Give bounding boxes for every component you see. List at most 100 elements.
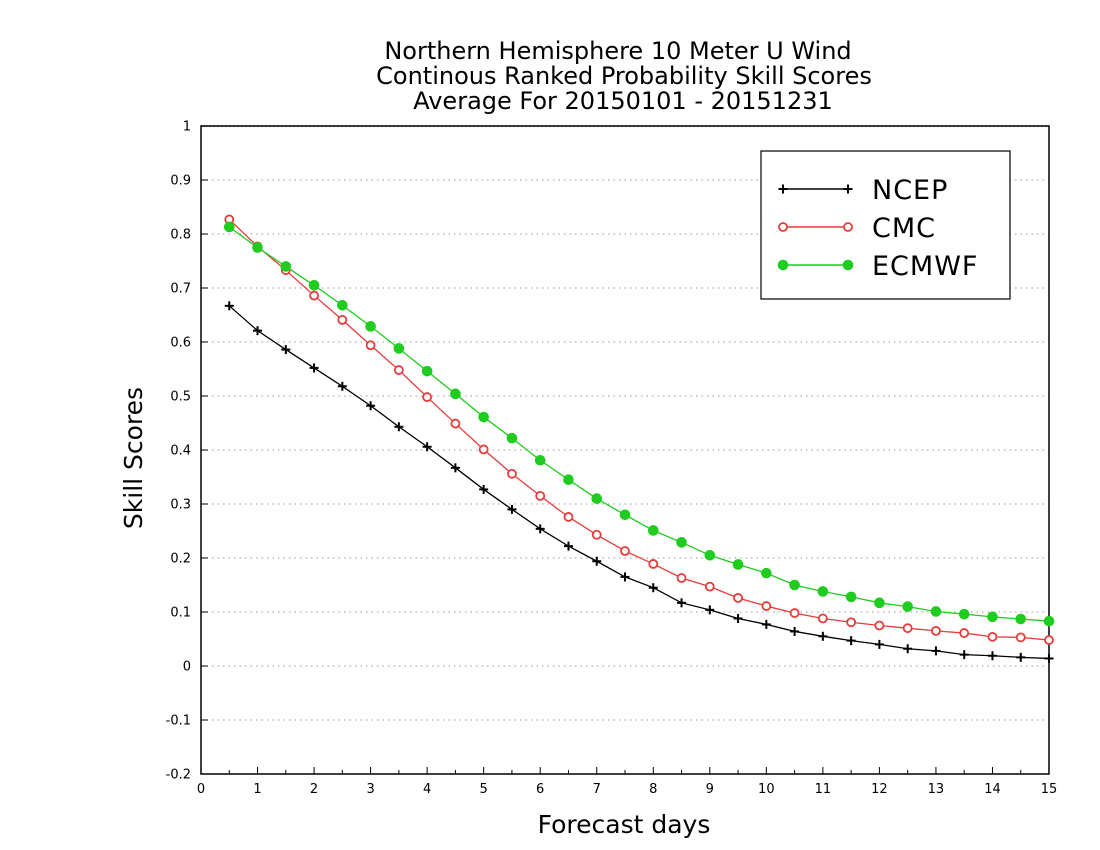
data-point-cmc [337, 314, 348, 325]
data-point-ecmwf [421, 365, 433, 377]
data-point-ecmwf [987, 611, 998, 623]
x-tick-label: 3 [366, 782, 374, 797]
y-tick-label: 0.3 [170, 498, 191, 513]
y-axis-title: Skill Scores [119, 387, 148, 529]
data-point-ncep [224, 301, 234, 311]
data-point-cmc [704, 581, 715, 592]
data-point-cmc [648, 559, 659, 569]
data-point-cmc [478, 444, 489, 455]
data-point-cmc [817, 613, 828, 624]
chart-title: Northern Hemisphere 10 Meter U Wind Cont… [376, 37, 872, 115]
data-point-ecmwf [676, 537, 687, 548]
y-tick-label: 0.5 [170, 390, 191, 405]
data-point-ncep [422, 442, 432, 452]
data-point-ecmwf [337, 299, 348, 311]
legend-marker-cmc [778, 222, 788, 232]
y-tick-label: -0.1 [166, 714, 191, 729]
legend-item-ecmwf: ECMWF [777, 251, 977, 282]
x-tick-label: 15 [1041, 782, 1058, 797]
data-point-ecmwf [902, 601, 913, 612]
data-point-cmc [309, 290, 319, 301]
data-point-ncep [761, 619, 771, 629]
x-tick-label: 5 [480, 782, 488, 797]
data-point-cmc [846, 617, 857, 628]
data-point-ecmwf [1043, 615, 1055, 627]
data-point-ncep [1044, 653, 1054, 663]
y-tick-label: 0.7 [170, 282, 191, 297]
data-point-ncep [790, 626, 800, 636]
data-point-ncep [1016, 652, 1026, 662]
x-axis-title: Forecast days [538, 810, 711, 839]
y-tick-label: 0.8 [170, 228, 191, 243]
title-line-3: Average For 20150101 - 20151231 [413, 87, 833, 115]
data-point-ncep [479, 484, 489, 494]
data-point-ecmwf [365, 321, 376, 332]
x-tick-label: 10 [758, 782, 775, 797]
x-tick-label: 14 [984, 782, 1001, 797]
x-tick-label: 0 [197, 782, 205, 797]
data-point-ncep [733, 613, 743, 623]
data-point-cmc [761, 601, 772, 611]
data-point-ecmwf [1015, 613, 1027, 625]
data-point-ecmwf [647, 525, 659, 536]
data-point-ncep [337, 381, 347, 391]
data-point-cmc [789, 608, 800, 618]
data-point-cmc [365, 340, 376, 351]
data-point-cmc [591, 529, 602, 540]
data-point-ecmwf [534, 454, 546, 466]
data-point-ecmwf [450, 388, 461, 400]
data-point-ncep [959, 650, 969, 660]
legend-box [760, 150, 1011, 300]
data-point-ecmwf [958, 608, 970, 620]
data-point-ncep [535, 524, 545, 534]
data-point-cmc [507, 468, 517, 479]
y-tick-label: 1 [183, 120, 191, 135]
data-point-ecmwf [308, 280, 320, 291]
x-tick-label: 4 [423, 782, 431, 797]
data-point-ncep [846, 636, 856, 646]
data-point-ecmwf [393, 343, 405, 354]
data-point-ncep [592, 556, 602, 566]
data-point-ncep [818, 631, 828, 641]
data-point-ncep [366, 401, 376, 411]
legend-marker-ecmwf [777, 259, 789, 271]
legend-marker-cmc [843, 222, 853, 232]
title-line-1: Northern Hemisphere 10 Meter U Wind [384, 37, 851, 65]
data-point-ecmwf [817, 586, 829, 597]
x-tick-label: 6 [536, 782, 544, 797]
data-point-cmc [902, 623, 913, 634]
x-tick-label: 12 [871, 782, 888, 797]
data-point-ecmwf [478, 411, 489, 423]
data-point-ecmwf [732, 559, 744, 570]
data-point-ncep [563, 541, 573, 551]
series-line-ncep [228, 305, 1050, 660]
data-point-cmc [422, 392, 433, 402]
data-point-ecmwf [789, 579, 800, 591]
data-point-cmc [620, 546, 630, 556]
x-tick-label: 7 [593, 782, 601, 797]
series-ecmwf [223, 221, 1055, 627]
x-tick-label: 9 [706, 782, 714, 797]
data-point-ncep [450, 463, 460, 473]
data-point-ncep [677, 598, 687, 608]
x-tick-label: 8 [649, 782, 657, 797]
data-point-ecmwf [761, 567, 772, 579]
legend-item-ncep: NCEP [778, 175, 948, 206]
series-ncep [224, 301, 1054, 663]
legend-marker-ncep [778, 184, 788, 194]
data-point-cmc [931, 626, 941, 636]
data-point-cmc [535, 490, 546, 501]
data-point-ecmwf [280, 261, 292, 272]
y-axis: -0.2 -0.1 0 0.1 0.2 0.3 0.4 0.5 0.6 0.7 0.8 0.9 1 [166, 120, 208, 783]
data-point-cmc [563, 512, 574, 522]
data-point-ncep [987, 651, 997, 661]
legend-label-ncep: NCEP [872, 175, 948, 206]
y-tick-label: 0 [183, 660, 191, 675]
data-point-ecmwf [845, 591, 857, 603]
data-point-ncep [903, 644, 913, 654]
title-line-2: Continous Ranked Probability Skill Score… [376, 62, 872, 90]
data-point-cmc [450, 418, 461, 429]
legend-item-cmc: CMC [778, 213, 935, 244]
legend-marker-ecmwf [842, 259, 854, 271]
data-point-cmc [1044, 635, 1054, 645]
